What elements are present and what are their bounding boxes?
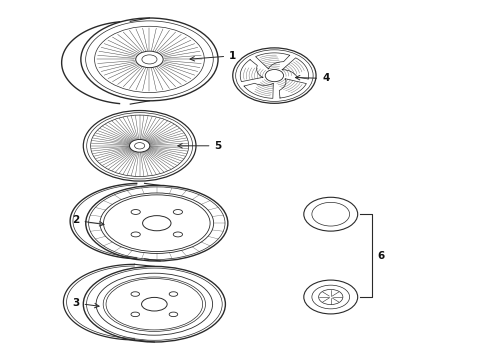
Ellipse shape xyxy=(106,279,203,330)
Ellipse shape xyxy=(83,266,225,342)
Ellipse shape xyxy=(136,51,163,68)
Ellipse shape xyxy=(265,69,284,82)
Ellipse shape xyxy=(129,139,150,152)
Text: 3: 3 xyxy=(73,298,99,308)
Ellipse shape xyxy=(103,195,210,252)
Ellipse shape xyxy=(233,48,316,103)
Ellipse shape xyxy=(304,197,358,231)
Text: 4: 4 xyxy=(295,73,330,84)
Text: 6: 6 xyxy=(377,251,385,261)
Ellipse shape xyxy=(304,280,358,314)
Text: 2: 2 xyxy=(73,215,104,226)
Text: 5: 5 xyxy=(178,141,221,151)
Text: 1: 1 xyxy=(190,51,236,61)
Ellipse shape xyxy=(83,111,196,181)
Ellipse shape xyxy=(86,185,228,261)
